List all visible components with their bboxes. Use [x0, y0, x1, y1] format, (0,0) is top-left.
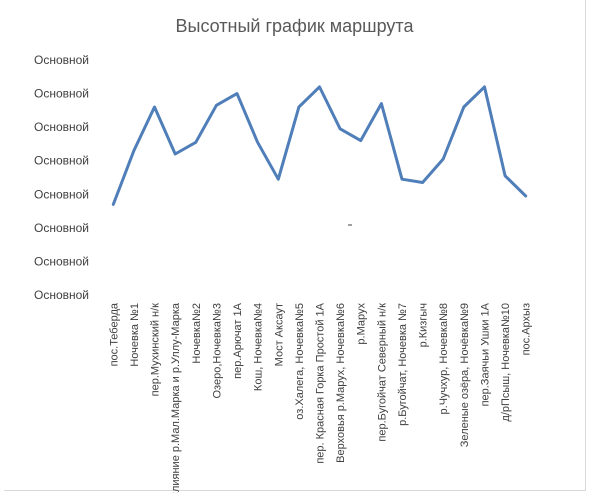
x-tick-label: Ночевка №1: [129, 303, 141, 367]
x-tick-label: пос.Теберда: [108, 302, 120, 366]
x-tick-label: Кош, Ночевка№4: [253, 303, 265, 391]
x-tick-label: пер.Арючат 1А: [232, 302, 244, 379]
y-tick-label: Основной: [34, 154, 89, 168]
x-tick-label: р.Кизгыч: [418, 303, 430, 347]
x-tick-label: пос.Архыз: [521, 303, 533, 355]
chart-frame: [4, 0, 586, 491]
x-tick-label: оз.Халега, Ночевка№5: [294, 303, 306, 420]
x-tick-label: Слияние р.Мал.Марка и р.Уллу-Марка: [170, 302, 182, 493]
x-tick-label: Зеленые озёра, Ночёвка№9: [459, 303, 471, 447]
x-tick-label: р.Марух: [356, 303, 368, 345]
x-tick-label: пер.Заячьи Ушки 1А: [479, 302, 491, 406]
y-tick-label: Основной: [34, 120, 89, 134]
x-tick-label: д/рПсыш, Ночевка№10: [500, 303, 512, 422]
x-tick-label: пер.Бугойчат Северный н/к: [376, 303, 388, 442]
y-tick-label: Основной: [34, 254, 89, 268]
series-line: [111, 85, 528, 206]
x-tick-label: Мост Аксаут: [273, 303, 285, 366]
chart-title: Высотный график маршрута: [175, 16, 414, 36]
y-tick-label: Основной: [34, 221, 89, 235]
y-tick-label: Основной: [34, 87, 89, 101]
x-tick-label: пер.Мухинский н/к: [150, 303, 162, 397]
x-tick-label: р.Чучхур, Ночевка№8: [438, 303, 450, 414]
x-tick-label: р.Бугойчат, Ночевка №7: [397, 303, 409, 426]
x-tick-label: пер. Красная Горка Простой 1А: [315, 302, 327, 463]
x-tick-label: Озеро,Ночевка№3: [211, 303, 223, 399]
y-tick-label: Основной: [34, 187, 89, 201]
y-tick-label: Основной: [34, 288, 89, 302]
x-tick-label: Ночевка№2: [191, 303, 203, 364]
x-tick-label: Верховья р.Марух, Ночевка№6: [335, 303, 347, 463]
y-tick-label: Основной: [34, 53, 89, 67]
